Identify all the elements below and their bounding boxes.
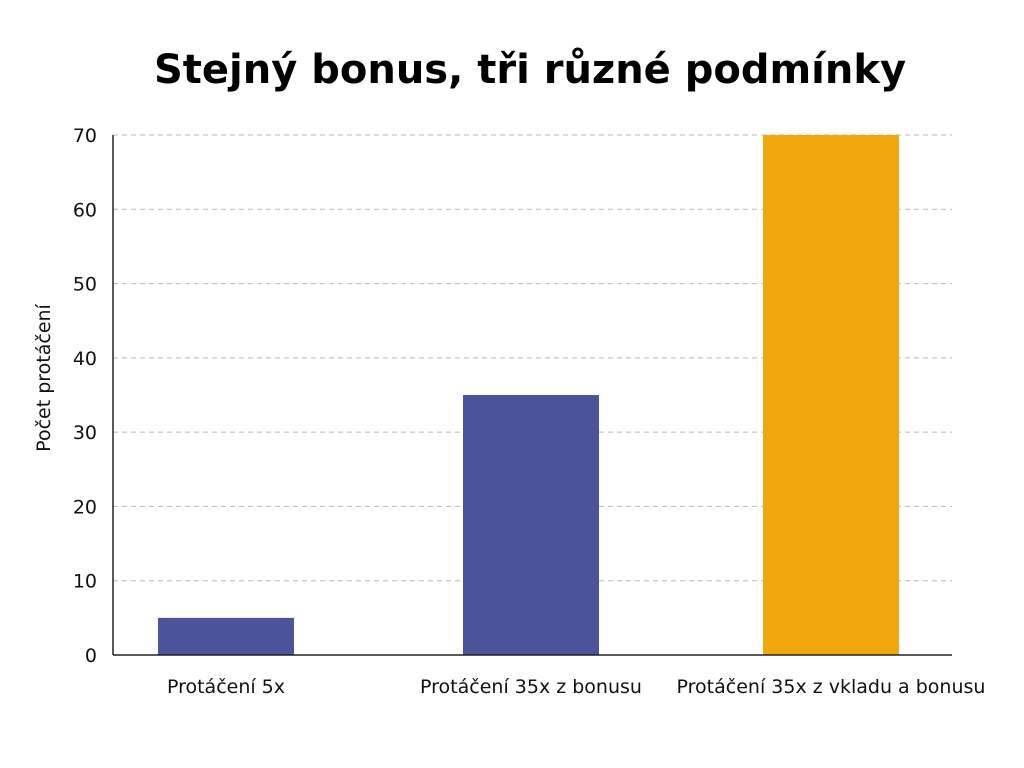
y-tick-label: 0 — [85, 645, 97, 667]
x-tick-label: Protáčení 35x z vkladu a bonusu — [677, 676, 986, 698]
bar — [763, 135, 899, 655]
bar — [158, 617, 294, 655]
axes — [112, 135, 952, 656]
y-tick-labels: 0 10 20 30 40 50 60 70 — [73, 125, 97, 667]
x-tick-label: Protáčení 35x z bonusu — [420, 676, 642, 698]
y-tick-label: 60 — [73, 199, 97, 221]
x-tick-label: Protáčení 5x — [167, 676, 285, 698]
gridlines — [113, 134, 952, 582]
bar — [463, 395, 599, 655]
chart-title: Stejný bonus, tři různé podmínky — [154, 46, 906, 93]
y-axis-label: Počet protáčení — [33, 303, 55, 451]
y-tick-label: 30 — [73, 422, 97, 444]
bars — [158, 135, 899, 655]
y-tick-label: 40 — [73, 348, 97, 370]
x-tick-labels: Protáčení 5x Protáčení 35x z bonusu Protáč… — [167, 676, 986, 698]
y-tick-label: 10 — [73, 571, 97, 593]
y-tick-label: 20 — [73, 496, 97, 518]
y-tick-label: 50 — [73, 274, 97, 296]
y-tick-label: 70 — [73, 125, 97, 147]
